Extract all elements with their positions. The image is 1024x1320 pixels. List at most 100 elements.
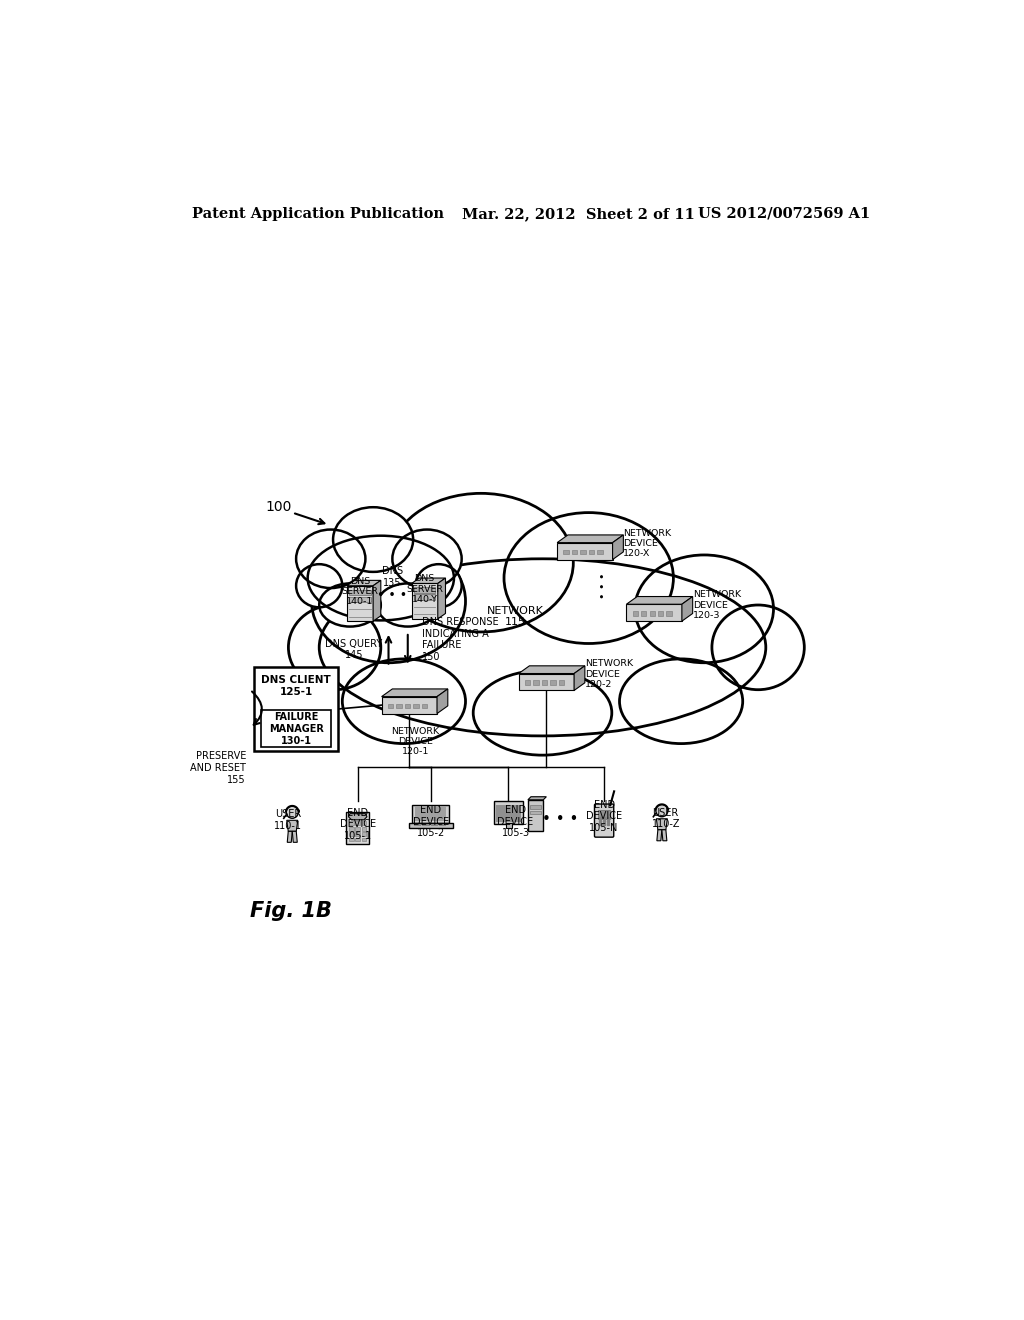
Polygon shape bbox=[612, 535, 624, 560]
Polygon shape bbox=[518, 665, 585, 673]
Bar bbox=[355, 838, 360, 841]
Bar bbox=[497, 805, 521, 822]
Bar bbox=[641, 611, 646, 615]
Circle shape bbox=[287, 807, 298, 818]
Bar bbox=[667, 611, 672, 615]
Polygon shape bbox=[287, 820, 298, 832]
Bar bbox=[412, 583, 438, 619]
Ellipse shape bbox=[416, 564, 462, 607]
Polygon shape bbox=[413, 805, 450, 822]
Text: USER
110-1: USER 110-1 bbox=[274, 809, 302, 830]
Text: • • •: • • • bbox=[542, 812, 579, 826]
Bar bbox=[361, 826, 367, 830]
Ellipse shape bbox=[307, 536, 454, 620]
Bar bbox=[658, 611, 664, 615]
Ellipse shape bbox=[392, 529, 462, 589]
Polygon shape bbox=[292, 832, 297, 842]
Ellipse shape bbox=[620, 659, 742, 743]
Polygon shape bbox=[412, 578, 445, 583]
Bar bbox=[346, 812, 370, 845]
Text: END
DEVICE
105-3: END DEVICE 105-3 bbox=[498, 805, 534, 838]
Ellipse shape bbox=[342, 659, 466, 743]
Ellipse shape bbox=[296, 529, 366, 589]
Polygon shape bbox=[627, 597, 692, 605]
Bar bbox=[414, 587, 435, 593]
Polygon shape bbox=[288, 832, 292, 842]
Polygon shape bbox=[438, 578, 445, 619]
Bar bbox=[388, 704, 393, 708]
Text: END
DEVICE
105-1: END DEVICE 105-1 bbox=[340, 808, 376, 841]
Polygon shape bbox=[373, 581, 381, 622]
Polygon shape bbox=[574, 665, 585, 690]
Bar bbox=[422, 704, 427, 708]
Text: 100: 100 bbox=[265, 500, 292, 515]
Polygon shape bbox=[656, 830, 662, 841]
Bar bbox=[571, 549, 578, 554]
Bar bbox=[524, 681, 530, 685]
Bar bbox=[581, 549, 586, 554]
FancyBboxPatch shape bbox=[595, 804, 613, 837]
Bar bbox=[361, 821, 367, 825]
Polygon shape bbox=[409, 822, 454, 828]
Ellipse shape bbox=[635, 554, 773, 663]
Text: DNS
SERVER
140-1: DNS SERVER 140-1 bbox=[342, 577, 379, 606]
Bar bbox=[382, 697, 437, 714]
Ellipse shape bbox=[712, 605, 804, 690]
Polygon shape bbox=[682, 597, 692, 622]
Bar bbox=[597, 549, 602, 554]
Bar bbox=[355, 832, 360, 836]
Bar bbox=[589, 549, 594, 554]
Bar bbox=[349, 838, 354, 841]
Text: Mar. 22, 2012  Sheet 2 of 11: Mar. 22, 2012 Sheet 2 of 11 bbox=[462, 207, 694, 220]
Text: PRESERVE
AND RESET
155: PRESERVE AND RESET 155 bbox=[190, 751, 246, 784]
Ellipse shape bbox=[377, 583, 438, 627]
Polygon shape bbox=[528, 797, 547, 800]
Bar bbox=[349, 826, 354, 830]
Bar bbox=[404, 704, 410, 708]
Text: Fig. 1B: Fig. 1B bbox=[250, 900, 332, 921]
Polygon shape bbox=[557, 535, 624, 543]
Bar bbox=[506, 822, 512, 829]
Bar bbox=[534, 681, 539, 685]
Text: DNS RESPONSE
INDICATING A
FAILURE
150: DNS RESPONSE INDICATING A FAILURE 150 bbox=[422, 618, 499, 663]
Bar bbox=[355, 826, 360, 830]
Bar bbox=[254, 667, 339, 751]
Ellipse shape bbox=[311, 540, 466, 663]
Ellipse shape bbox=[473, 671, 611, 755]
Polygon shape bbox=[347, 581, 381, 586]
Bar bbox=[413, 704, 419, 708]
Ellipse shape bbox=[333, 507, 413, 572]
Bar bbox=[396, 704, 401, 708]
Bar bbox=[550, 681, 556, 685]
Bar bbox=[598, 810, 610, 818]
Bar bbox=[414, 594, 435, 599]
Bar bbox=[518, 673, 574, 690]
Text: END
DEVICE
105-2: END DEVICE 105-2 bbox=[413, 805, 449, 838]
Text: NETWORK
DEVICE
120-2: NETWORK DEVICE 120-2 bbox=[585, 660, 633, 689]
Bar bbox=[563, 549, 568, 554]
Bar bbox=[349, 597, 371, 602]
Bar bbox=[494, 801, 523, 825]
Circle shape bbox=[655, 805, 668, 817]
Text: FAILURE
MANAGER
130-1: FAILURE MANAGER 130-1 bbox=[268, 713, 324, 746]
Bar bbox=[633, 611, 638, 615]
Ellipse shape bbox=[289, 605, 381, 690]
Text: DNS
135: DNS 135 bbox=[382, 566, 402, 589]
Bar bbox=[349, 821, 354, 825]
Text: US 2012/0072569 A1: US 2012/0072569 A1 bbox=[697, 207, 869, 220]
Text: NETWORK
DEVICE
120-X: NETWORK DEVICE 120-X bbox=[624, 528, 672, 558]
Bar bbox=[361, 838, 367, 841]
Text: DNS
SERVER
140-Y: DNS SERVER 140-Y bbox=[407, 574, 443, 605]
Text: END
DEVICE
105-N: END DEVICE 105-N bbox=[586, 800, 623, 833]
Ellipse shape bbox=[296, 564, 342, 607]
Ellipse shape bbox=[319, 583, 381, 627]
Bar bbox=[530, 805, 541, 809]
Polygon shape bbox=[382, 689, 447, 697]
Polygon shape bbox=[662, 830, 667, 841]
Bar bbox=[349, 590, 371, 595]
Bar bbox=[349, 832, 354, 836]
Bar bbox=[530, 810, 541, 814]
Bar bbox=[559, 681, 564, 685]
Bar bbox=[347, 586, 373, 622]
Ellipse shape bbox=[319, 558, 766, 737]
